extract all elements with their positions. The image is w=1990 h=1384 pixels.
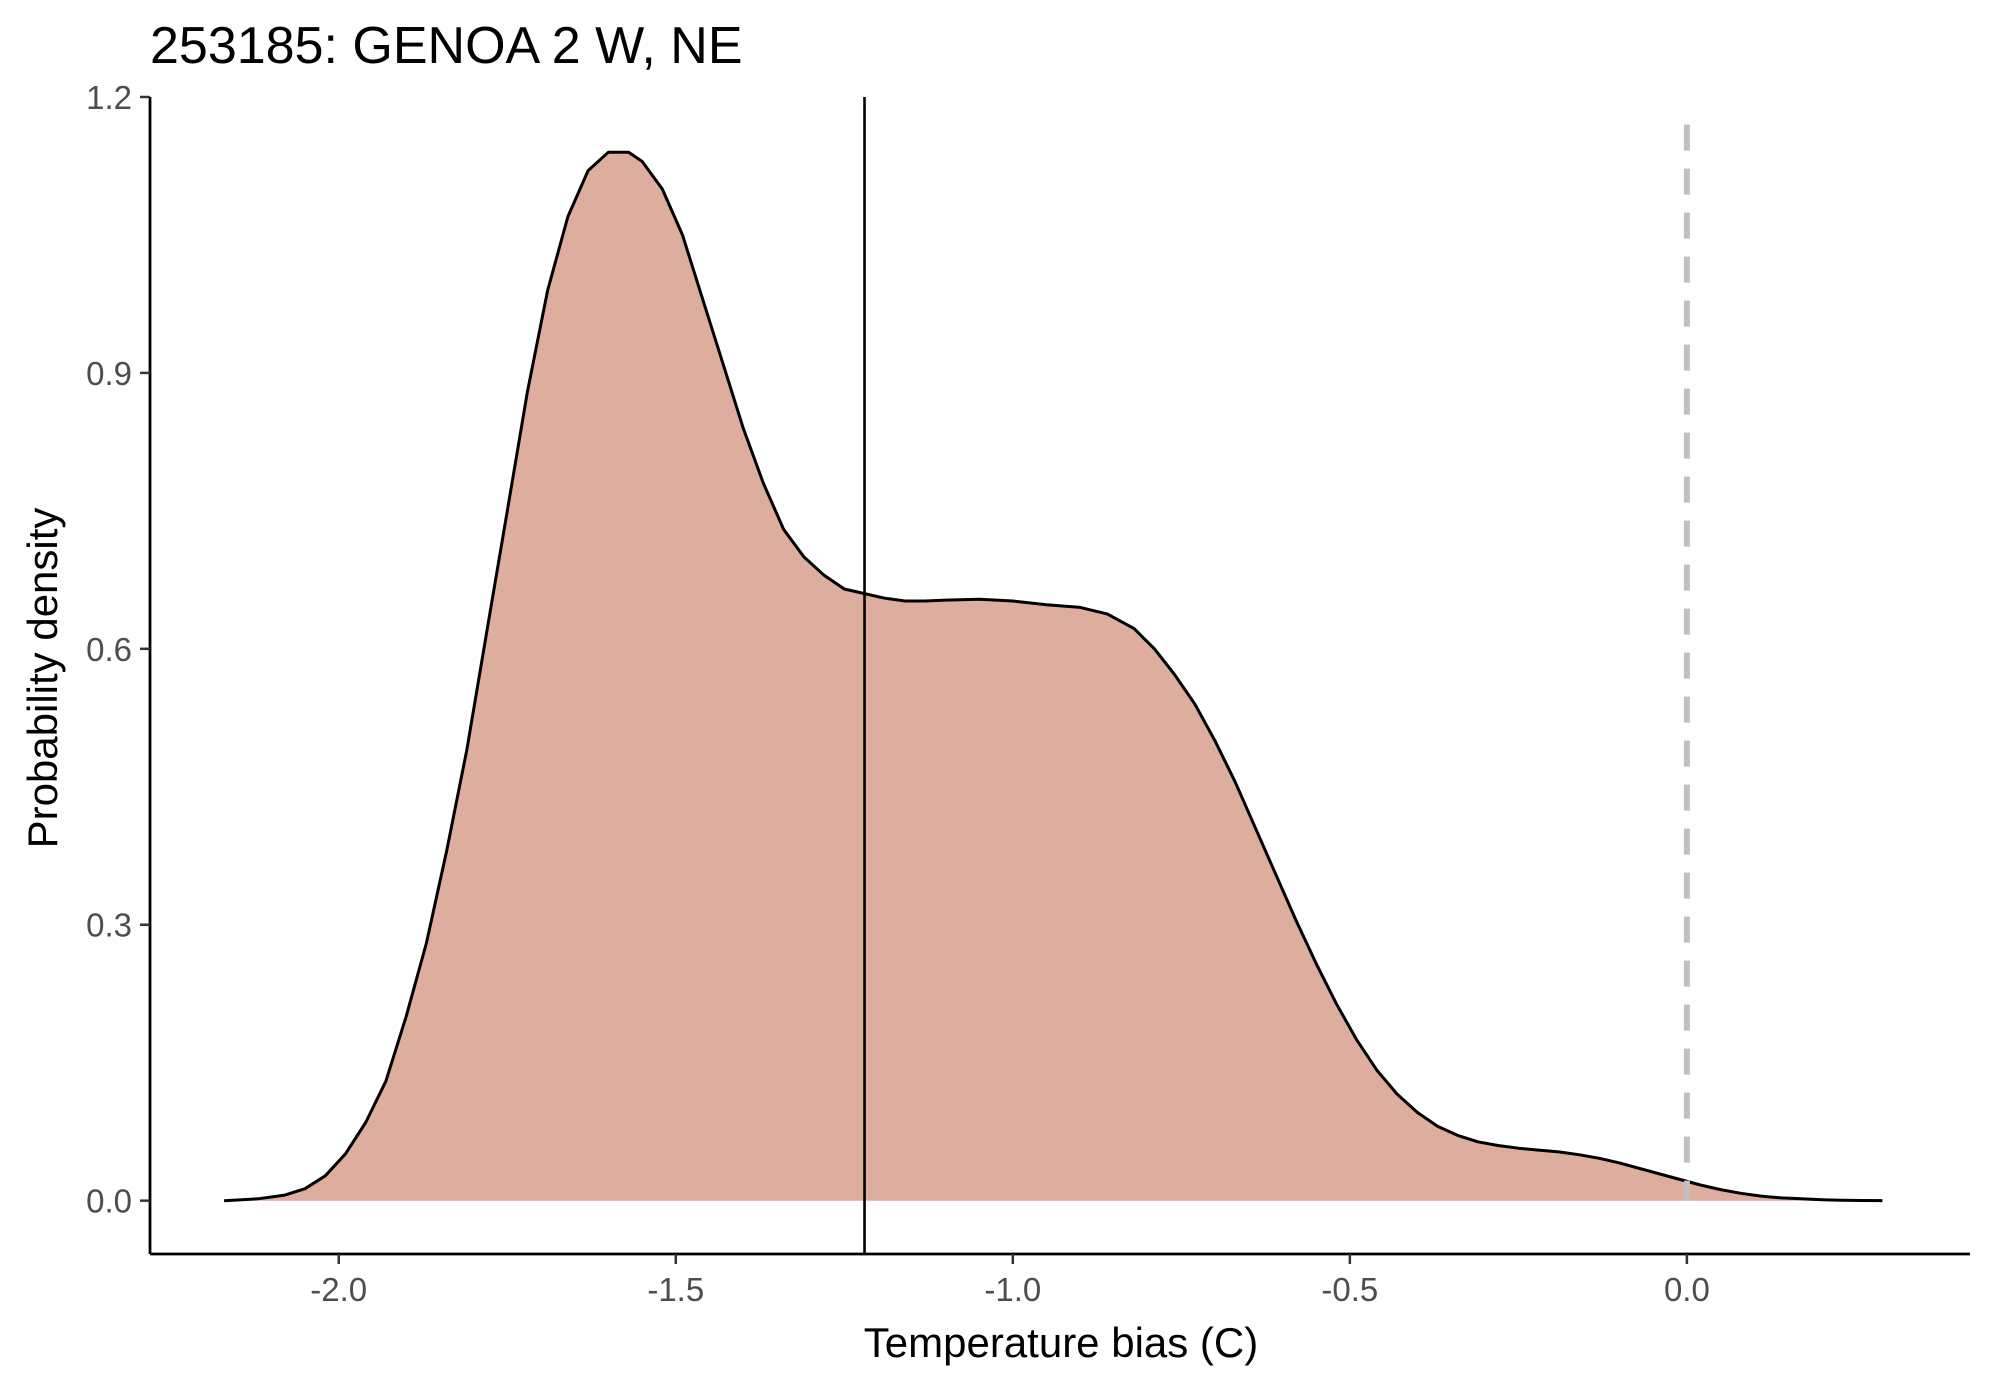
reference-lines [863,97,1690,1254]
density-curve-0 [224,150,1883,1203]
axes: -2.0 -1.5 -1.0 -0.5 0.0 0.0 0.3 0.6 0.9 1.2 [86,79,1970,1308]
density-area-0 [224,152,1883,1201]
chart-title: 253185: GENOA 2 W, NE [150,17,743,75]
y-tick-label: 0.9 [86,355,132,392]
x-tick-label: -0.5 [1321,1271,1378,1308]
y-tick-label: 0.3 [86,907,132,944]
x-tick-label: -1.0 [984,1271,1041,1308]
y-tick-label: 1.2 [86,79,132,116]
x-tick-label: 0.0 [1664,1271,1710,1308]
y-tick-label: 0.0 [86,1183,132,1220]
y-tick-label: 0.6 [86,631,132,668]
x-axis-title: Temperature bias (C) [864,1319,1258,1366]
x-tick-label: -2.0 [310,1271,367,1308]
x-tick-label: -1.5 [647,1271,704,1308]
plot-area [224,150,1883,1203]
y-axis-title: Probability density [19,508,66,849]
